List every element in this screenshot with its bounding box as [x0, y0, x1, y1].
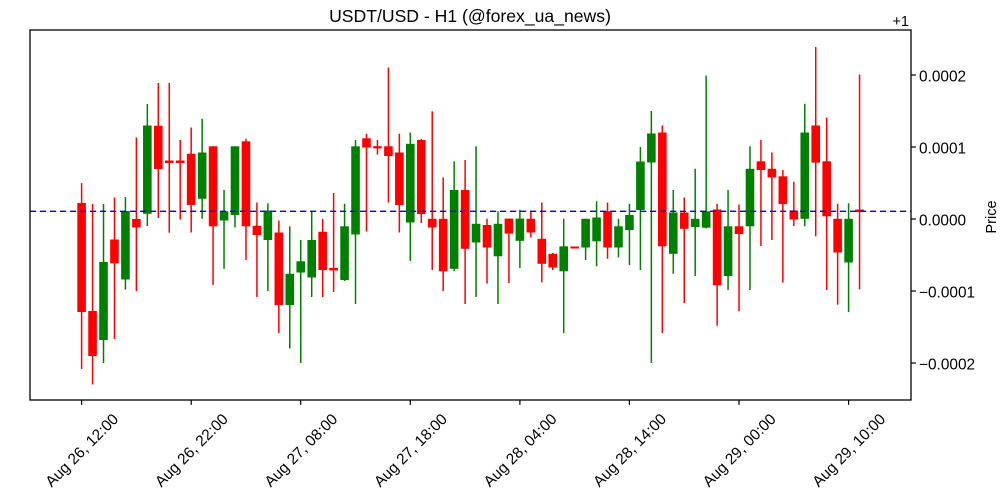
svg-text:USDT/USD - H1 (@forex_ua_news): USDT/USD - H1 (@forex_ua_news): [329, 6, 611, 27]
svg-text:+1: +1: [892, 14, 909, 30]
svg-text:Price: Price: [984, 200, 1000, 233]
svg-text:0.0001: 0.0001: [919, 140, 966, 157]
svg-text:0.0000: 0.0000: [919, 212, 966, 229]
svg-text:−0.0002: −0.0002: [919, 356, 975, 373]
svg-text:−0.0001: −0.0001: [919, 284, 975, 301]
svg-text:0.0002: 0.0002: [919, 68, 966, 85]
